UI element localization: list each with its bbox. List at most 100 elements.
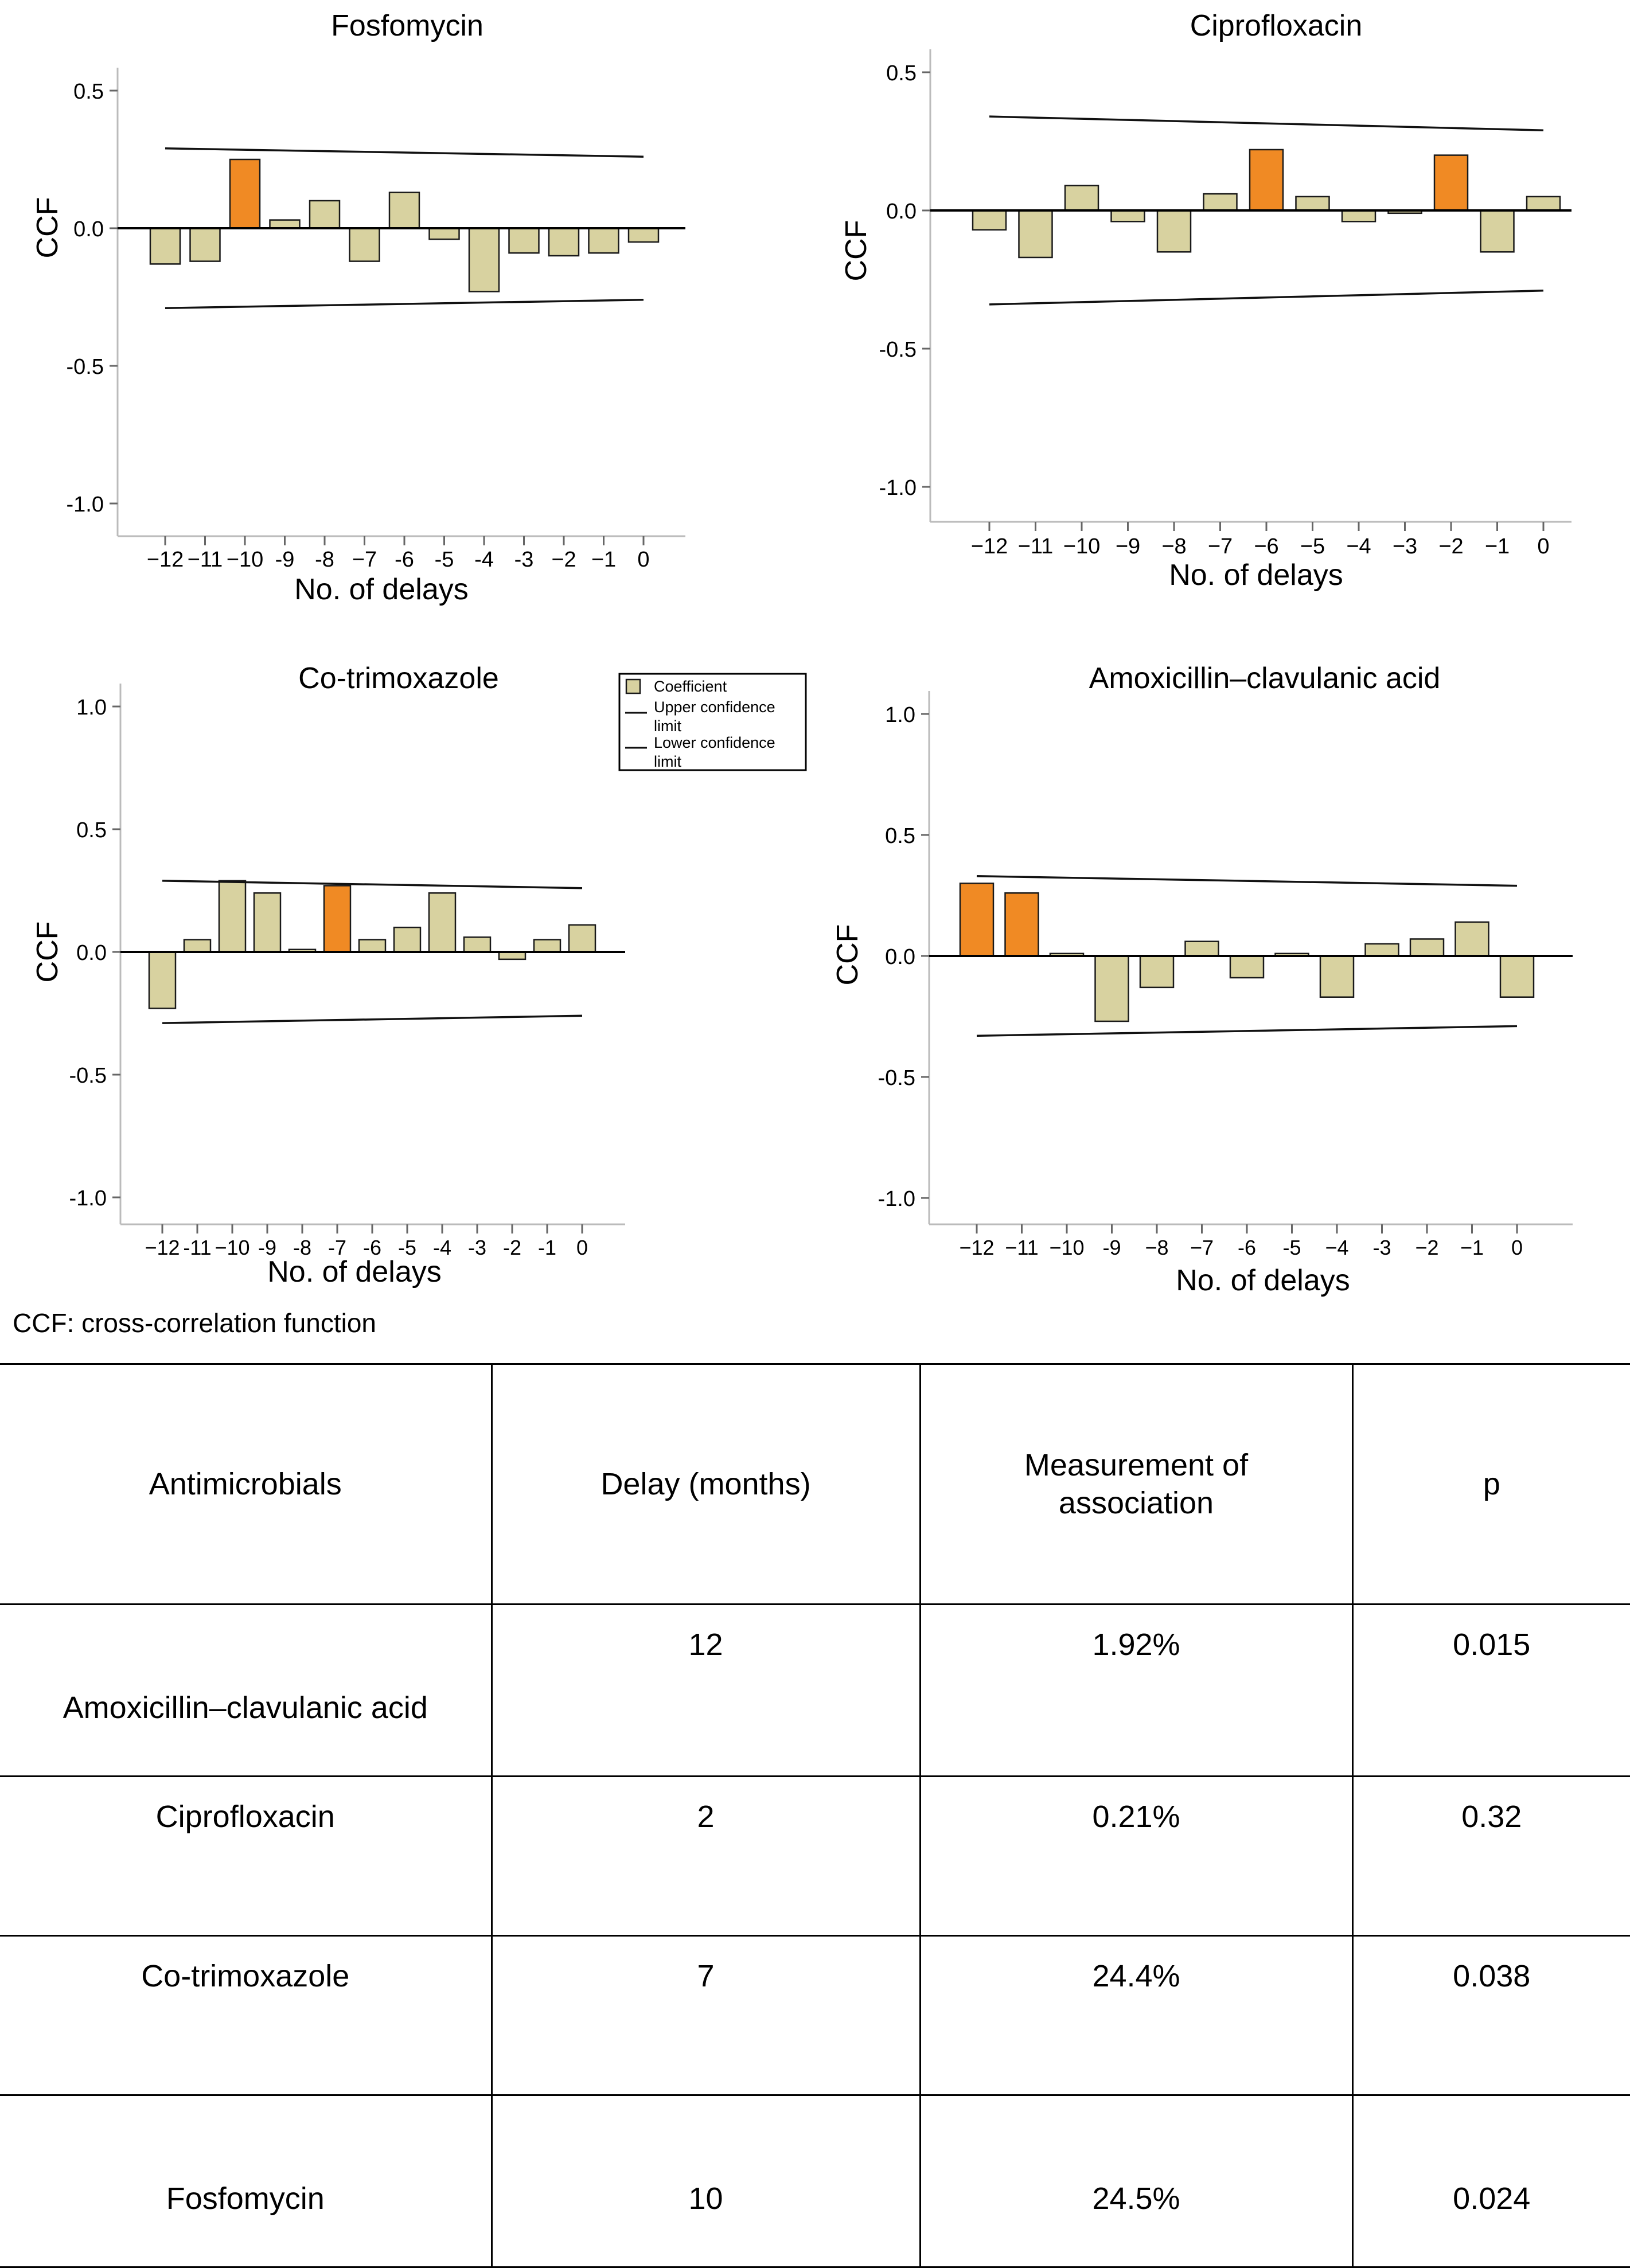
x-tick-label: −8: [1161, 534, 1186, 559]
x-tick-label: −7: [1208, 534, 1233, 559]
bar: [533, 939, 561, 953]
x-tick-label: 0: [1511, 1236, 1523, 1259]
legend-lower-label: Lower confidence: [654, 734, 775, 751]
upper-confidence-line: [165, 147, 644, 158]
x-tick-label: -1: [538, 1236, 556, 1259]
x-tick-label: −3: [1393, 534, 1417, 559]
y-tick-label: 0.0: [885, 945, 915, 969]
table-row: Amoxicillin–clavulanic acid 12 1.92% 0.0…: [0, 1603, 1630, 1777]
bar: [388, 192, 420, 229]
bar: [358, 939, 387, 953]
y-tick-label: 0.5: [886, 61, 917, 85]
bar: [1156, 209, 1192, 253]
y-axis-title: CCF: [831, 924, 864, 986]
bar: [1480, 209, 1515, 253]
bar: [1018, 209, 1053, 259]
cell-antimicrobial: Co-trimoxazole: [0, 1935, 493, 2096]
y-tick-label: 1.0: [76, 696, 107, 720]
bar: [1341, 209, 1376, 222]
cell-antimicrobial: Amoxicillin–clavulanic acid: [0, 1603, 493, 1777]
x-tick-label: -3: [468, 1236, 486, 1259]
y-tick-label: 0.0: [73, 217, 104, 241]
x-tick-label: -6: [363, 1236, 381, 1259]
legend-box: [618, 673, 807, 771]
cell-antimicrobial: Fosfomycin: [0, 2094, 493, 2268]
highlighted-bar: [1004, 892, 1039, 957]
y-axis-title: CCF: [31, 922, 64, 983]
x-tick-label: -5: [435, 548, 454, 572]
x-tick-label: -7: [328, 1236, 346, 1259]
bar: [972, 209, 1007, 231]
cell-delay: 7: [492, 1935, 921, 2096]
x-tick-label: −1: [1460, 1236, 1484, 1259]
bar: [1203, 193, 1238, 212]
x-tick-label: −8: [1145, 1236, 1168, 1259]
x-axis-title: No. of delays: [1169, 559, 1343, 592]
bar: [218, 880, 247, 953]
y-tick-label: 0.0: [76, 941, 107, 965]
bar: [1295, 196, 1330, 212]
y-tick-label: -0.5: [69, 1064, 107, 1088]
bar: [1184, 940, 1219, 957]
bar: [1526, 196, 1561, 212]
x-tick-label: -5: [1282, 1236, 1301, 1259]
y-axis-title: CCF: [840, 220, 873, 282]
x-axis-title: No. of delays: [1176, 1264, 1350, 1297]
x-tick-label: −4: [1325, 1236, 1348, 1259]
legend-coefficient-label: Coefficient: [654, 678, 727, 695]
bar: [393, 926, 422, 953]
lower-confidence-line: [976, 1025, 1518, 1037]
bar: [309, 200, 341, 229]
chart-title: Ciprofloxacin: [1190, 9, 1363, 42]
cell-delay: 10: [492, 2094, 921, 2268]
x-tick-label: −6: [1254, 534, 1278, 559]
legend-coefficient-swatch: [625, 678, 641, 694]
chart-title: Amoxicillin–clavulanic acid: [1089, 662, 1441, 695]
upper-confidence-line: [162, 880, 583, 889]
legend-lower-label-2: limit: [654, 753, 681, 770]
x-tick-label: -3: [514, 548, 534, 572]
x-tick-label: −7: [1190, 1236, 1214, 1259]
x-tick-label: -9: [275, 548, 295, 572]
y-tick-label: -1.0: [878, 1187, 915, 1211]
bar: [428, 227, 460, 240]
cell-p: 0.038: [1352, 1935, 1630, 2096]
cell-delay: 12: [492, 1603, 921, 1777]
bar: [148, 951, 177, 1009]
cell-p: 0.024: [1352, 2094, 1630, 2268]
x-tick-label: −12: [145, 1236, 180, 1259]
bar: [468, 227, 500, 292]
cell-p: 0.015: [1352, 1603, 1630, 1777]
x-tick-label: −5: [1300, 534, 1325, 559]
x-tick-label: 0: [576, 1236, 588, 1259]
x-tick-label: −1: [1485, 534, 1510, 559]
cell-measurement: 0.21%: [920, 1775, 1354, 1937]
y-tick-label: 0.5: [73, 80, 104, 104]
bar: [588, 227, 619, 254]
x-tick-label: 0: [637, 548, 649, 572]
bar: [1064, 185, 1099, 212]
x-tick-label: -4: [433, 1236, 451, 1259]
x-tick-label: −12: [147, 548, 184, 572]
highlighted-bar: [229, 158, 261, 229]
x-tick-label: -6: [395, 548, 414, 572]
x-tick-label: -11: [183, 1236, 211, 1259]
x-tick-label: -3: [1372, 1236, 1391, 1259]
header-p: p: [1352, 1363, 1630, 1605]
header-measurement: Measurement of association: [920, 1363, 1354, 1605]
cell-measurement: 24.4%: [920, 1935, 1354, 2096]
x-axis-title: No. of delays: [294, 573, 469, 606]
x-tick-label: -8: [293, 1236, 311, 1259]
lower-confidence-line: [165, 299, 644, 309]
upper-confidence-line: [989, 115, 1544, 131]
bar: [149, 227, 181, 265]
x-axis-title: No. of delays: [267, 1255, 442, 1289]
table-row: Fosfomycin 10 24.5% 0.024: [0, 2094, 1630, 2268]
bar: [1229, 955, 1265, 979]
x-tick-label: −12: [959, 1236, 994, 1259]
x-tick-label: −7: [352, 548, 377, 572]
y-tick-label: -1.0: [67, 493, 104, 517]
table-header-row: Antimicrobials Delay (months) Measuremen…: [0, 1363, 1630, 1605]
bar: [463, 936, 492, 953]
